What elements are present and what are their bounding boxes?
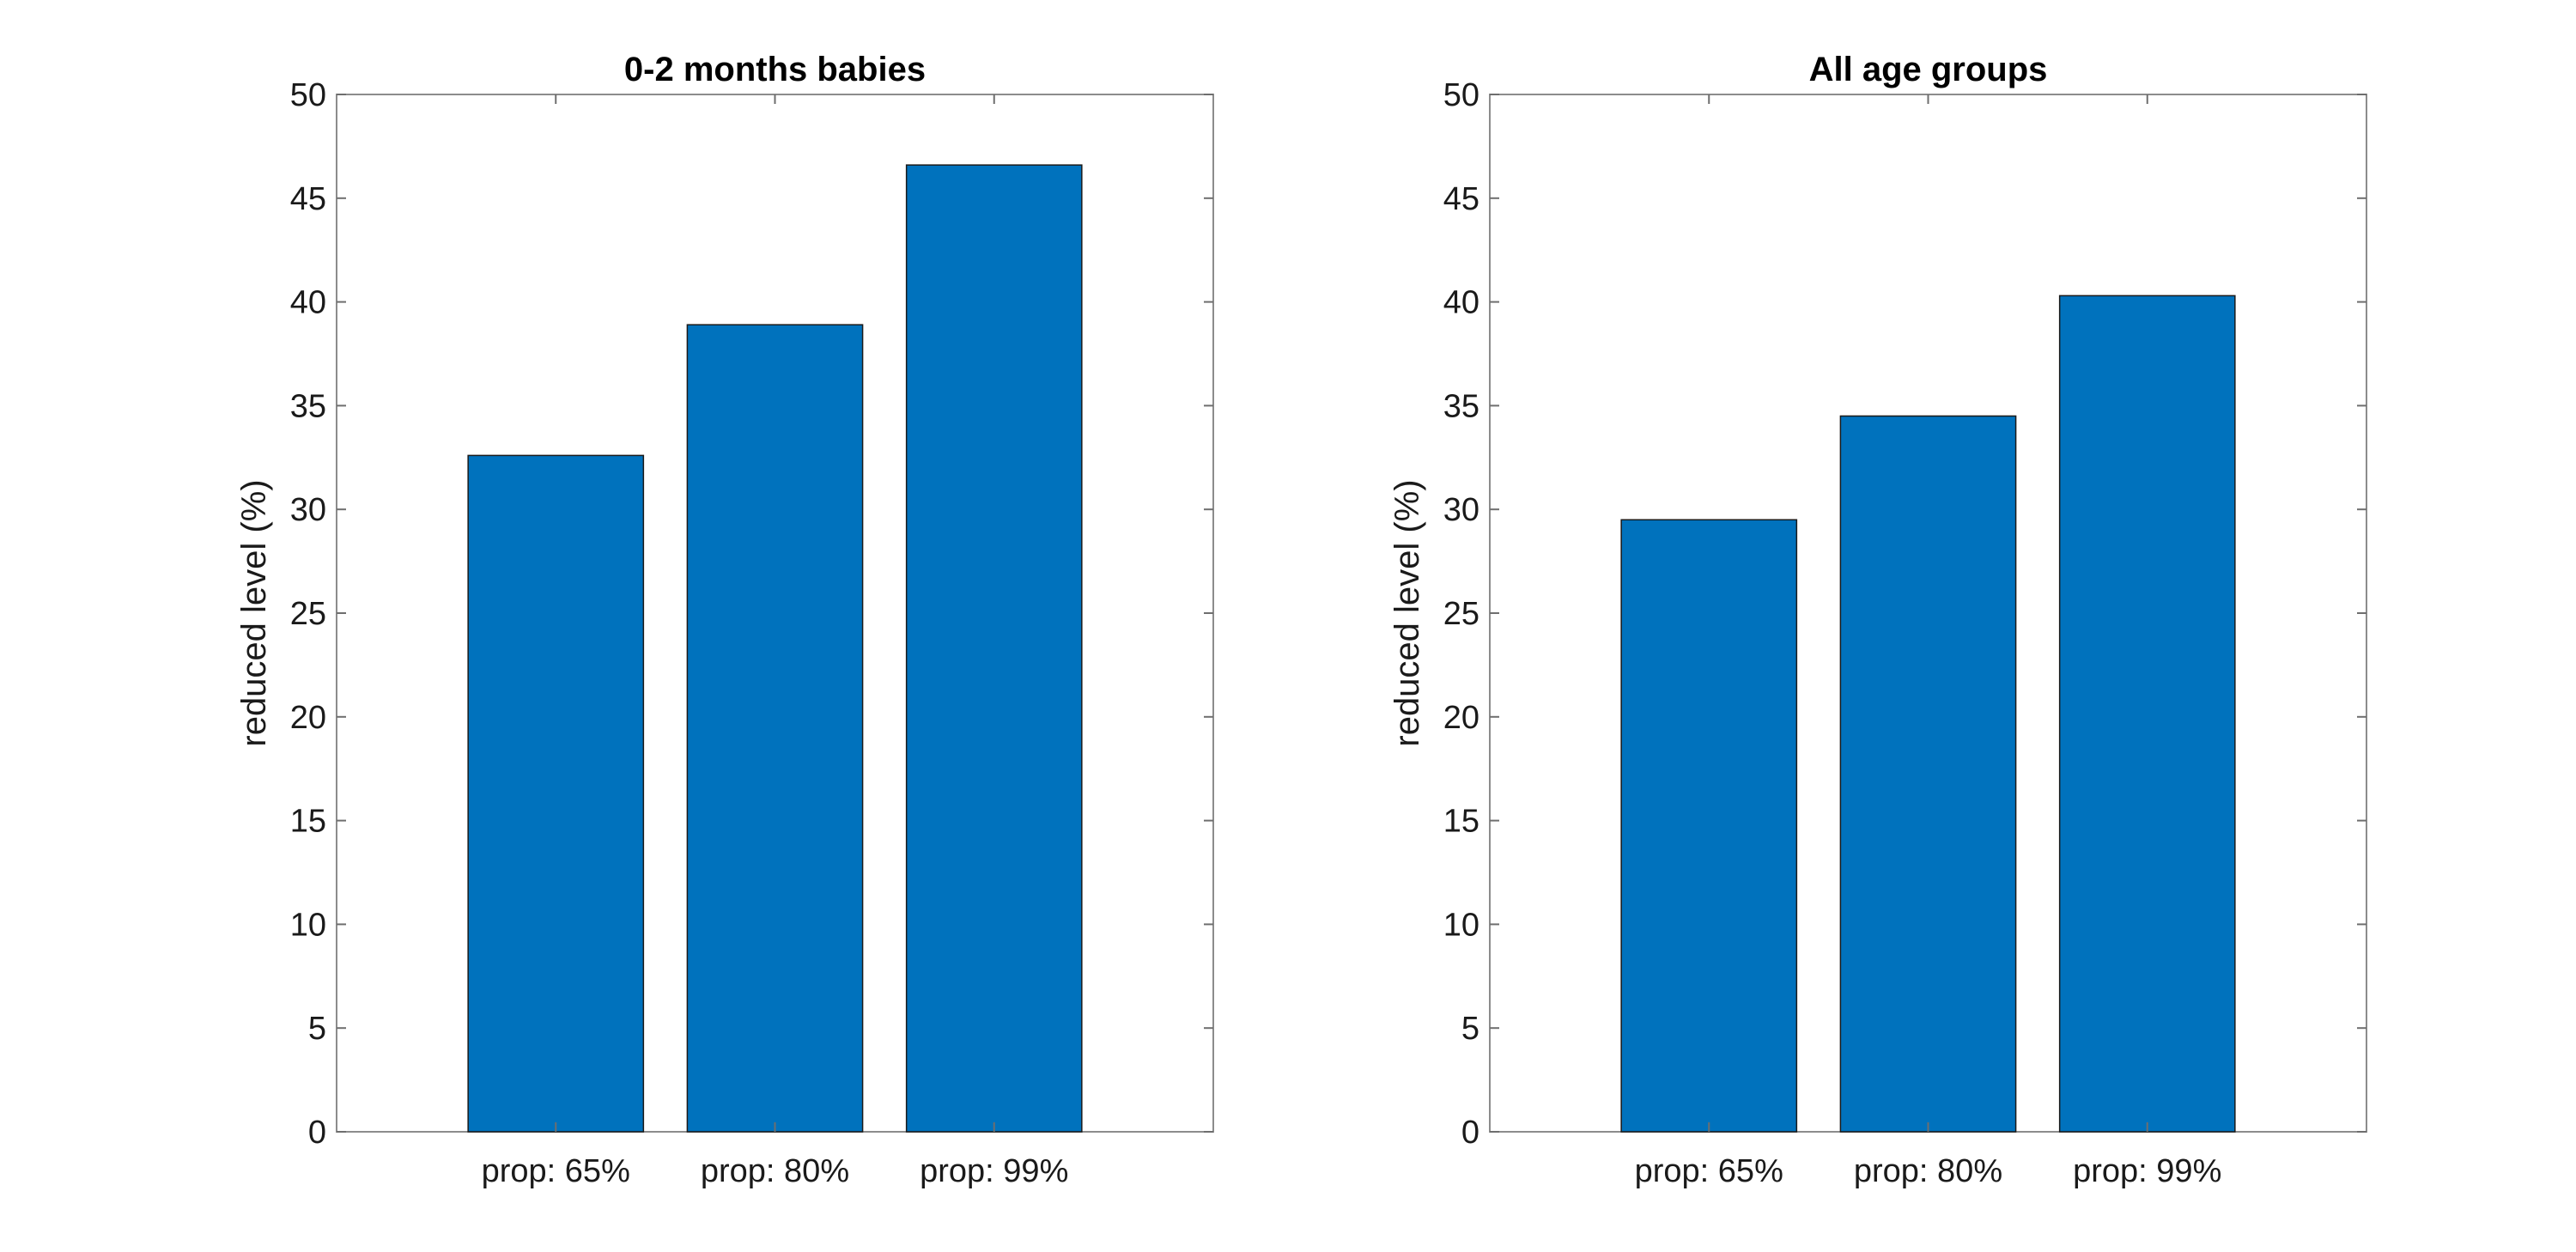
y-tick-label: 45: [290, 181, 326, 217]
chart-title: 0-2 months babies: [624, 51, 926, 88]
y-tick-label: 30: [1443, 492, 1479, 528]
x-tick-label: prop: 99%: [920, 1153, 1068, 1189]
bar: [686, 324, 864, 1133]
y-tick-label: 30: [290, 492, 326, 528]
y-tick-label: 35: [1443, 388, 1479, 424]
y-tick-label: 10: [1443, 907, 1479, 943]
y-tick-label: 35: [290, 388, 326, 424]
bar: [467, 454, 645, 1133]
y-tick-label: 10: [290, 907, 326, 943]
y-tick-label: 50: [1443, 77, 1479, 113]
bars: [467, 164, 1083, 1133]
chart-panel-all-ages: All age groups reduced level (%) 0 5 10 15 2…: [1388, 51, 2367, 1189]
y-tick-label: 25: [290, 596, 326, 632]
y-tick-label: 0: [1461, 1115, 1479, 1151]
y-tick-label: 0: [308, 1115, 326, 1151]
bars: [1620, 295, 2236, 1133]
x-axis-ticks: prop: 65% prop: 80% prop: 99%: [1635, 94, 2221, 1189]
y-axis-ticks: 0 5 10 15 20 25 30 35 40 45 50: [290, 77, 1213, 1151]
y-tick-label: 40: [1443, 285, 1479, 321]
x-axis-ticks: prop: 65% prop: 80% prop: 99%: [482, 94, 1068, 1189]
y-tick-label: 25: [1443, 596, 1479, 632]
y-axis-label: reduced level (%): [235, 479, 273, 746]
x-tick-label: prop: 80%: [1854, 1153, 2002, 1189]
y-tick-label: 5: [1461, 1011, 1479, 1047]
y-axis-ticks: 0 5 10 15 20 25 30 35 40 45 50: [1443, 77, 2366, 1151]
y-tick-label: 20: [290, 700, 326, 736]
x-tick-label: prop: 99%: [2073, 1153, 2221, 1189]
y-tick-label: 5: [308, 1011, 326, 1047]
bar: [905, 164, 1083, 1133]
y-tick-label: 45: [1443, 181, 1479, 217]
y-tick-label: 20: [1443, 700, 1479, 736]
bar: [1839, 415, 2017, 1133]
x-tick-label: prop: 65%: [482, 1153, 630, 1189]
x-tick-label: prop: 80%: [701, 1153, 849, 1189]
y-tick-label: 15: [290, 804, 326, 840]
chart-title: All age groups: [1809, 51, 2048, 88]
chart-panel-babies: 0-2 months babies reduced level (%) 0 5 10…: [235, 51, 1214, 1189]
bar: [1620, 519, 1798, 1133]
y-tick-label: 15: [1443, 804, 1479, 840]
bar: [2058, 295, 2236, 1133]
x-tick-label: prop: 65%: [1635, 1153, 1783, 1189]
y-tick-label: 40: [290, 285, 326, 321]
y-axis-label: reduced level (%): [1388, 479, 1426, 746]
y-tick-label: 50: [290, 77, 326, 113]
